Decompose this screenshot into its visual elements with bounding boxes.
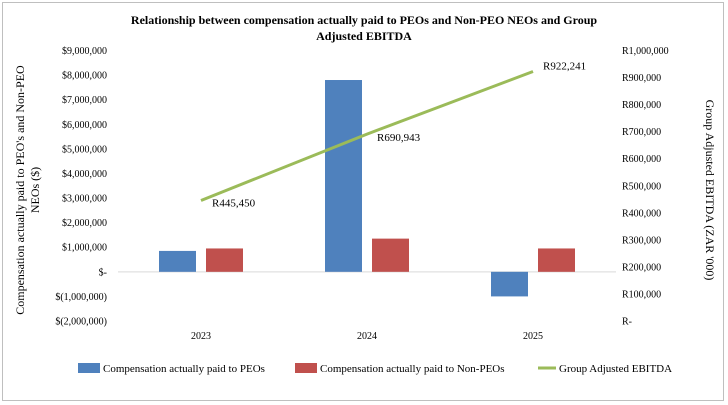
chart-title-line-1: Relationship between compensation actual… xyxy=(131,13,598,27)
right-tick-label: R1,000,000 xyxy=(622,46,669,57)
right-axis-ticks: R- R100,000 R200,000 R300,000 R400,000 R500,0… xyxy=(622,46,669,328)
right-axis-title: Group Adjusted EBITDA (ZAR '000) xyxy=(703,100,717,281)
left-tick-label: $2,000,000 xyxy=(62,218,107,229)
bar-non-peo-2024 xyxy=(372,238,409,272)
x-tick-label: 2023 xyxy=(191,331,211,342)
ebitda-data-label: R690,943 xyxy=(377,132,421,144)
right-tick-label: R500,000 xyxy=(622,181,661,192)
left-tick-label: $(1,000,000) xyxy=(55,292,107,303)
ebitda-line xyxy=(200,70,534,202)
right-tick-label: R600,000 xyxy=(622,154,661,165)
left-tick-label: $- xyxy=(99,267,107,278)
bar-peo-2025 xyxy=(491,271,528,297)
right-tick-label: R300,000 xyxy=(622,235,661,246)
left-tick-label: $4,000,000 xyxy=(62,169,107,180)
bar-peo-2024 xyxy=(325,80,362,272)
left-axis-title-line-2: NEOs ($) xyxy=(28,167,42,213)
chart-frame xyxy=(2,2,724,401)
bar-peo-2023 xyxy=(159,250,196,272)
legend: Compensation actually paid to PEOs Compen… xyxy=(78,363,672,375)
left-tick-label: $(2,000,000) xyxy=(55,317,107,328)
bar-non-peo-2025 xyxy=(538,248,575,272)
right-tick-label: R700,000 xyxy=(622,127,661,138)
right-tick-label: R100,000 xyxy=(622,289,661,300)
ebitda-data-label: R922,241 xyxy=(543,61,586,73)
x-tick-label: 2024 xyxy=(357,331,377,342)
right-tick-label: R- xyxy=(622,317,632,328)
ebitda-data-label: R445,450 xyxy=(212,198,256,210)
left-tick-label: $7,000,000 xyxy=(62,95,107,106)
plot-area: R445,450 R690,943 R922,241 xyxy=(118,61,616,297)
right-tick-label: R200,000 xyxy=(622,262,661,273)
left-tick-label: $3,000,000 xyxy=(62,194,107,205)
x-axis-tick-labels: 2023 2024 2025 xyxy=(191,331,543,342)
right-tick-label: R800,000 xyxy=(622,100,661,111)
legend-label: Compensation actually paid to Non-PEOs xyxy=(320,363,505,375)
chart-title-line-2: Adjusted EBITDA xyxy=(316,29,412,43)
left-tick-label: $9,000,000 xyxy=(62,46,107,57)
right-tick-label: R400,000 xyxy=(622,208,661,219)
bar-non-peo-2023 xyxy=(206,248,243,272)
left-tick-label: $1,000,000 xyxy=(62,243,107,254)
left-axis-title-line-1: Compensation actually paid to PEO's and … xyxy=(13,65,27,315)
left-tick-label: $5,000,000 xyxy=(62,144,107,155)
legend-label: Compensation actually paid to PEOs xyxy=(103,363,265,375)
legend-swatch-peo xyxy=(78,363,100,373)
left-axis-ticks: $(2,000,000) $(1,000,000) $- $1,000,000 $2,0… xyxy=(55,46,107,328)
legend-label: Group Adjusted EBITDA xyxy=(559,363,672,375)
right-tick-label: R900,000 xyxy=(622,73,661,84)
left-tick-label: $8,000,000 xyxy=(62,71,107,82)
left-tick-label: $6,000,000 xyxy=(62,120,107,131)
x-tick-label: 2025 xyxy=(523,331,543,342)
legend-swatch-non-peo xyxy=(295,363,317,373)
